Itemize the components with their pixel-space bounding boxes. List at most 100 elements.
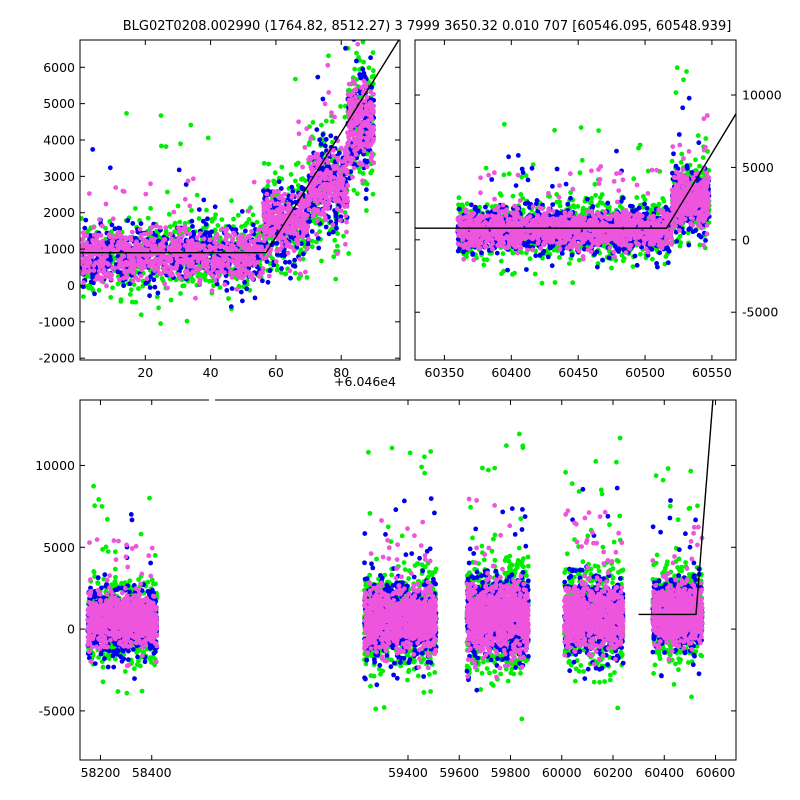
data-point <box>251 179 257 185</box>
data-point <box>204 207 209 213</box>
data-point <box>342 114 348 120</box>
data-point <box>163 225 169 231</box>
data-point <box>324 183 329 189</box>
data-point <box>697 242 703 248</box>
data-point <box>264 191 270 197</box>
data-point <box>267 233 273 239</box>
data-point <box>129 229 135 235</box>
data-point <box>365 118 371 123</box>
data-point <box>568 190 573 196</box>
data-point <box>125 218 131 223</box>
chart-title: BLG02T0208.002990 (1764.82, 8512.27) 3 7… <box>123 19 732 34</box>
data-point <box>212 204 218 210</box>
data-point <box>85 269 91 275</box>
data-point <box>159 143 164 149</box>
data-point <box>168 231 174 237</box>
data-point <box>186 264 192 269</box>
data-point <box>92 291 97 297</box>
data-point <box>159 276 165 281</box>
data-point <box>214 281 220 287</box>
x-tick-label: 60 <box>268 365 284 380</box>
data-point <box>170 248 176 253</box>
data-point <box>530 162 536 168</box>
data-point <box>138 245 144 251</box>
data-point <box>326 231 332 237</box>
data-point <box>264 197 270 202</box>
data-point <box>318 141 324 147</box>
data-point <box>236 268 242 274</box>
data-point <box>323 169 329 175</box>
data-point <box>260 200 266 206</box>
data-point <box>360 66 366 72</box>
data-point <box>148 181 153 187</box>
data-point <box>147 285 153 290</box>
data-point <box>332 114 337 120</box>
data-point <box>342 158 348 164</box>
data-point <box>179 227 185 232</box>
data-point <box>210 267 216 273</box>
data-point <box>673 90 679 95</box>
data-point <box>299 225 305 231</box>
data-point <box>131 258 137 264</box>
data-point <box>120 188 126 194</box>
data-point <box>219 217 225 223</box>
data-point <box>214 240 219 246</box>
data-point <box>113 185 119 191</box>
data-point <box>277 247 283 253</box>
data-point <box>90 147 96 152</box>
data-point <box>340 166 345 172</box>
data-point <box>158 113 164 118</box>
data-point <box>309 238 315 244</box>
data-point <box>510 193 516 199</box>
data-point <box>355 191 360 197</box>
data-point <box>246 255 252 260</box>
data-point <box>151 247 157 253</box>
data-point <box>127 292 133 297</box>
data-point <box>351 103 357 109</box>
data-point <box>200 260 206 266</box>
data-point <box>265 183 271 189</box>
data-point <box>166 246 172 252</box>
data-point <box>115 233 120 239</box>
data-point <box>308 190 314 195</box>
data-point <box>216 274 221 280</box>
data-point <box>501 121 507 127</box>
data-point <box>364 0 369 2</box>
data-point <box>235 212 241 218</box>
data-point <box>263 206 268 212</box>
x-tick-label: 40 <box>203 365 219 380</box>
data-point <box>319 122 324 128</box>
data-point <box>325 62 331 68</box>
data-point <box>246 217 252 222</box>
data-point <box>170 272 176 278</box>
data-point <box>287 205 293 211</box>
data-point <box>242 280 248 285</box>
data-point <box>278 232 284 237</box>
data-point <box>369 105 375 111</box>
data-point <box>539 280 545 286</box>
data-point <box>307 197 313 203</box>
data-point <box>481 262 487 268</box>
data-point <box>302 178 308 184</box>
data-point <box>351 122 357 128</box>
data-point <box>368 55 373 61</box>
data-point <box>238 289 244 295</box>
data-point <box>299 206 304 212</box>
data-point <box>173 265 179 271</box>
data-point <box>304 224 310 229</box>
data-point <box>327 197 332 202</box>
data-point <box>216 261 222 267</box>
data-point <box>344 219 349 225</box>
data-point <box>81 233 87 239</box>
data-point <box>354 58 359 64</box>
data-point <box>576 257 582 263</box>
data-point <box>175 203 181 209</box>
data-point <box>157 246 163 252</box>
data-point <box>343 213 349 219</box>
data-point <box>282 191 287 197</box>
data-point <box>214 232 220 237</box>
data-point <box>260 270 265 276</box>
data-point <box>265 279 271 285</box>
data-point <box>361 59 366 65</box>
data-point <box>287 259 292 265</box>
